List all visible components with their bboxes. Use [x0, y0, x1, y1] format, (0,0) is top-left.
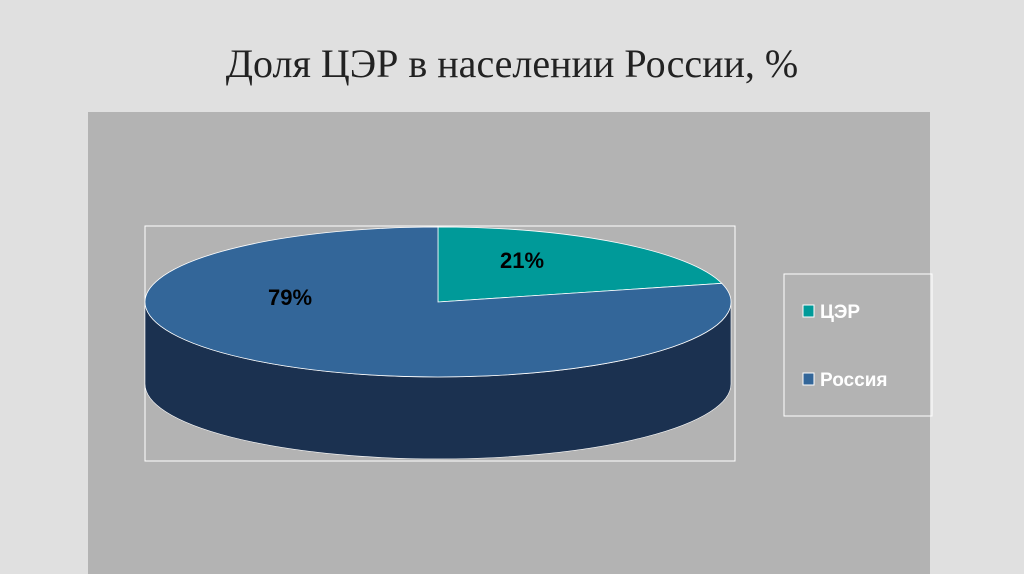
slide-title: Доля ЦЭР в населении России, % [225, 41, 799, 86]
legend-box [783, 273, 933, 417]
data-label: 79% [268, 285, 312, 310]
legend-label: Россия [820, 370, 887, 391]
pie-slice-cer [437, 226, 723, 303]
pie-slice-russia [144, 226, 732, 378]
legend-label: ЦЭР [820, 302, 860, 323]
legend-swatch [802, 304, 815, 318]
legend-swatch [802, 372, 815, 386]
data-label: 21% [500, 248, 544, 273]
